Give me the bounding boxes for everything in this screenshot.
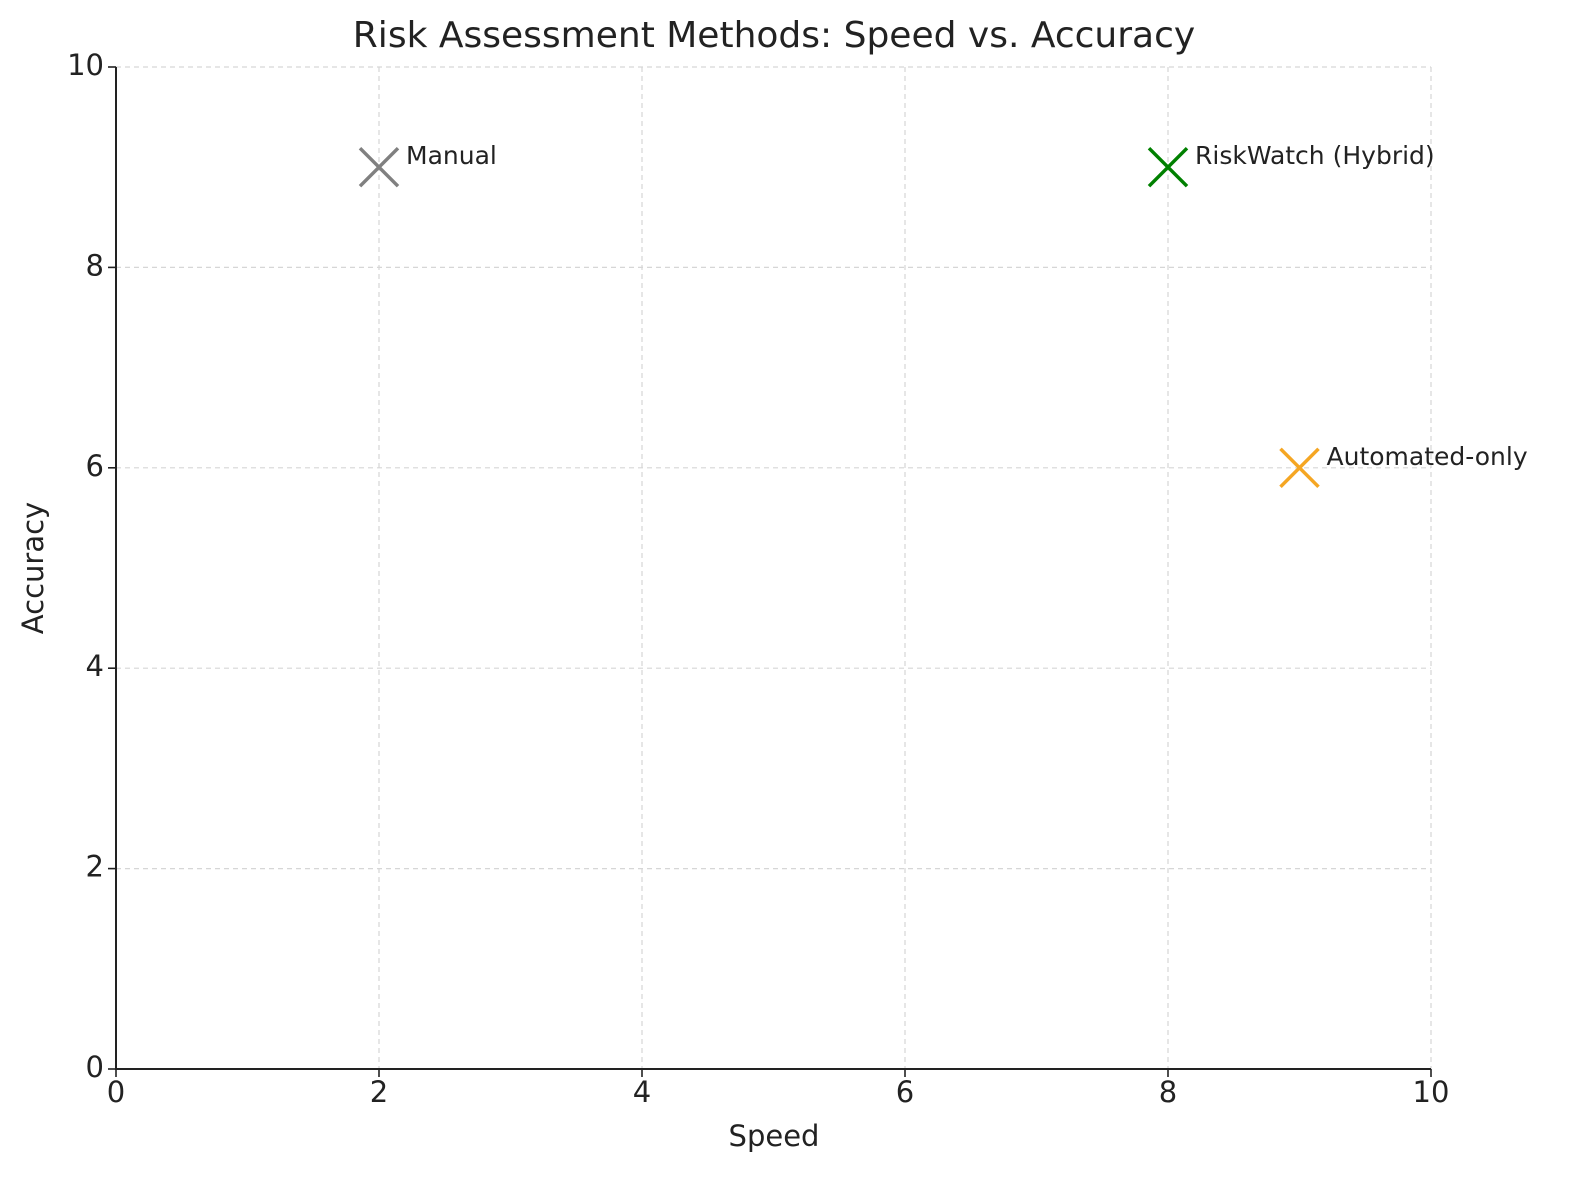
point (1279, 447, 1320, 489)
point-label: RiskWatch (Hybrid) (1195, 141, 1435, 170)
y-tick-label: 0 (86, 1050, 104, 1084)
point-label: Automated-only (1327, 442, 1528, 471)
x-tick-label: 6 (896, 1075, 914, 1109)
point (358, 146, 400, 188)
y-tick-label: 6 (86, 449, 104, 483)
x-tick-label: 2 (370, 1075, 388, 1109)
x-tick-label: 8 (1159, 1075, 1177, 1109)
x-tick-label: 0 (107, 1075, 125, 1109)
y-tick-label: 10 (67, 48, 104, 82)
y-axis-label: Accuracy (16, 502, 50, 634)
chart-title: Risk Assessment Methods: Speed vs. Accur… (353, 15, 1195, 56)
y-tick-label: 8 (86, 248, 104, 282)
x-axis-label: Speed (729, 1119, 820, 1153)
point (1147, 146, 1189, 188)
y-tick-label: 2 (86, 850, 104, 884)
x-tick-label: 10 (1413, 1075, 1450, 1109)
point-label: Manual (406, 141, 497, 170)
x-tick-label: 4 (633, 1075, 651, 1109)
y-tick-label: 4 (86, 649, 104, 683)
